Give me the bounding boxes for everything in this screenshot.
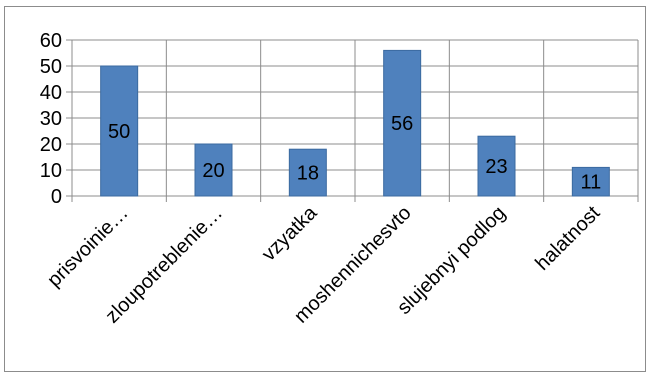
data-label: 20 xyxy=(202,160,224,182)
bar xyxy=(100,65,139,197)
y-tick-label: 40 xyxy=(40,82,62,104)
y-tick-label: 0 xyxy=(51,186,62,208)
bar xyxy=(194,143,233,197)
category-label: vzyatka xyxy=(258,201,322,265)
data-label: 23 xyxy=(485,156,507,178)
category-label: halatnost xyxy=(531,202,604,275)
data-label: 50 xyxy=(108,121,130,143)
y-tick-label: 10 xyxy=(40,160,62,182)
bar xyxy=(383,49,422,197)
y-tick-label: 60 xyxy=(40,30,62,52)
bar xyxy=(288,148,327,197)
y-tick-label: 30 xyxy=(40,108,62,130)
bar xyxy=(571,166,610,197)
category-label: prisvoinie… xyxy=(43,202,132,291)
data-label: 56 xyxy=(391,113,413,135)
bar xyxy=(477,135,516,197)
y-tick-label: 20 xyxy=(40,134,62,156)
y-tick-label: 50 xyxy=(40,56,62,78)
data-label: 18 xyxy=(297,163,319,185)
data-label: 11 xyxy=(580,172,601,194)
